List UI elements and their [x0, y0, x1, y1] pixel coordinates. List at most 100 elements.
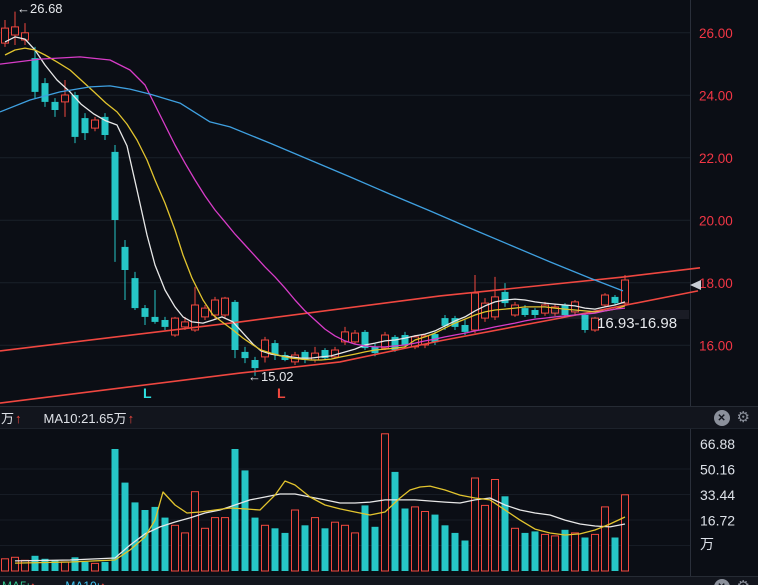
volume-bar-down	[251, 517, 259, 571]
volume-bar-down	[71, 557, 79, 571]
candle-body-down	[461, 325, 469, 332]
volume-bar-down	[41, 558, 49, 571]
candle-body-down	[281, 355, 289, 360]
candle-body-up	[201, 307, 209, 318]
close-panel-icon[interactable]: ✕	[713, 579, 730, 585]
volume-bar-down	[161, 517, 169, 571]
candle-body-down	[111, 151, 119, 220]
candle-body-down	[71, 95, 79, 137]
candle-body-down	[441, 318, 449, 326]
volume-bar-down	[361, 505, 369, 571]
candle-body-down	[321, 350, 329, 359]
ma-line-MA20	[0, 56, 626, 348]
candle-body-down	[611, 296, 619, 304]
volume-bar-up	[381, 433, 389, 572]
trend-line-lower-channel	[0, 290, 699, 404]
volume-bar-up	[591, 533, 599, 572]
candle-body-up	[221, 297, 229, 316]
volume-axis-label: 66.88	[700, 436, 735, 452]
candle-body-down	[271, 343, 279, 355]
volume-bar-up	[21, 559, 29, 572]
candle-body-up	[591, 317, 599, 331]
volume-bar-down	[521, 532, 529, 571]
volume-bar-down	[371, 526, 379, 571]
candle-body-down	[81, 118, 89, 134]
volume-unit-label: 万	[700, 536, 714, 552]
ma-line-MA10	[4, 47, 626, 361]
close-panel-icon[interactable]: ✕	[713, 410, 730, 426]
volume-bar-up	[481, 504, 489, 572]
candle-body-down	[121, 246, 129, 270]
candle-body-down	[561, 305, 569, 315]
volume-bar-down	[101, 561, 109, 571]
volume-bar-up	[601, 506, 609, 572]
candle-body-down	[31, 58, 39, 92]
price-axis-label: 20.00	[699, 213, 733, 228]
candle-body-down	[501, 291, 509, 304]
up-arrow-icon: ↑	[15, 411, 22, 426]
l-signal-marker: L	[143, 385, 152, 401]
vol-ma-line-VOL-MA10	[14, 480, 626, 564]
high-price-annotation: ←26.68	[17, 1, 63, 16]
volume-bar-down	[611, 537, 619, 571]
up-arrow-icon: ↑	[30, 579, 36, 585]
volume-bar-down	[531, 531, 539, 571]
candle-body-down	[151, 316, 159, 322]
volume-bar-up	[221, 517, 229, 572]
settings-gear-icon[interactable]: ⚙	[737, 579, 750, 585]
candle-body-up	[621, 279, 629, 304]
ma-line-MA5	[4, 36, 626, 359]
volume-bar-up	[351, 532, 359, 572]
volume-bar-down	[441, 525, 449, 571]
volume-bar-down	[81, 561, 89, 571]
volume-bar-down	[111, 449, 119, 571]
volume-bar-down	[461, 540, 469, 571]
candle-body-up	[341, 331, 349, 343]
volume-bar-down	[581, 537, 589, 571]
up-arrow-icon: ↑	[100, 579, 106, 585]
volume-bar-up	[181, 532, 189, 572]
up-arrow-icon: ↑	[127, 411, 135, 426]
volume-bar-down	[391, 471, 399, 571]
volume-axis-label: 33.44	[700, 487, 735, 503]
candle-body-up	[211, 299, 219, 316]
volume-bar-down	[431, 514, 439, 571]
volume-axis-label: 50.16	[700, 462, 735, 478]
volume-bar-down	[281, 532, 289, 571]
candle-body-up	[351, 332, 359, 343]
indicator-ma5-label: MA5:	[2, 579, 30, 585]
volume-bar-down	[271, 528, 279, 571]
volume-axis-label: 16.72	[700, 513, 735, 529]
candle-body-up	[11, 26, 19, 36]
volume-bar-up	[571, 532, 579, 572]
next-indicator-labels: MA5:↑ MA10:↑	[2, 579, 106, 585]
price-axis-label: 22.00	[699, 151, 733, 166]
candle-body-up	[551, 306, 559, 314]
volume-bar-down	[121, 482, 129, 571]
candle-body-down	[521, 308, 529, 315]
volume-bar-up	[201, 527, 209, 572]
candle-body-down	[231, 301, 239, 350]
settings-gear-icon[interactable]: ⚙	[736, 409, 750, 426]
volume-bar-up	[1, 558, 9, 572]
volume-bar-down	[301, 525, 309, 571]
volume-bar-down	[561, 529, 569, 571]
price-axis-label: 24.00	[699, 88, 733, 103]
price-axis-label: 18.00	[699, 276, 733, 291]
volume-bar-up	[621, 494, 629, 572]
volume-panel-header: 万↑ MA10:21.65万↑ ✕ ⚙	[0, 406, 758, 429]
candle-body-down	[41, 83, 49, 102]
volume-bar-up	[471, 477, 479, 572]
indicator-ma10-label: MA10:	[65, 579, 100, 585]
gap-range-annotation: 16.93-16.98	[597, 315, 677, 332]
candle-body-up	[91, 119, 99, 129]
volume-bar-down	[31, 555, 39, 571]
volume-bar-up	[551, 535, 559, 572]
candle-body-up	[311, 352, 319, 361]
candle-body-down	[301, 351, 309, 360]
volume-bar-up	[411, 506, 419, 572]
ma-line-MA60	[0, 85, 624, 292]
candle-body-up	[181, 321, 189, 328]
